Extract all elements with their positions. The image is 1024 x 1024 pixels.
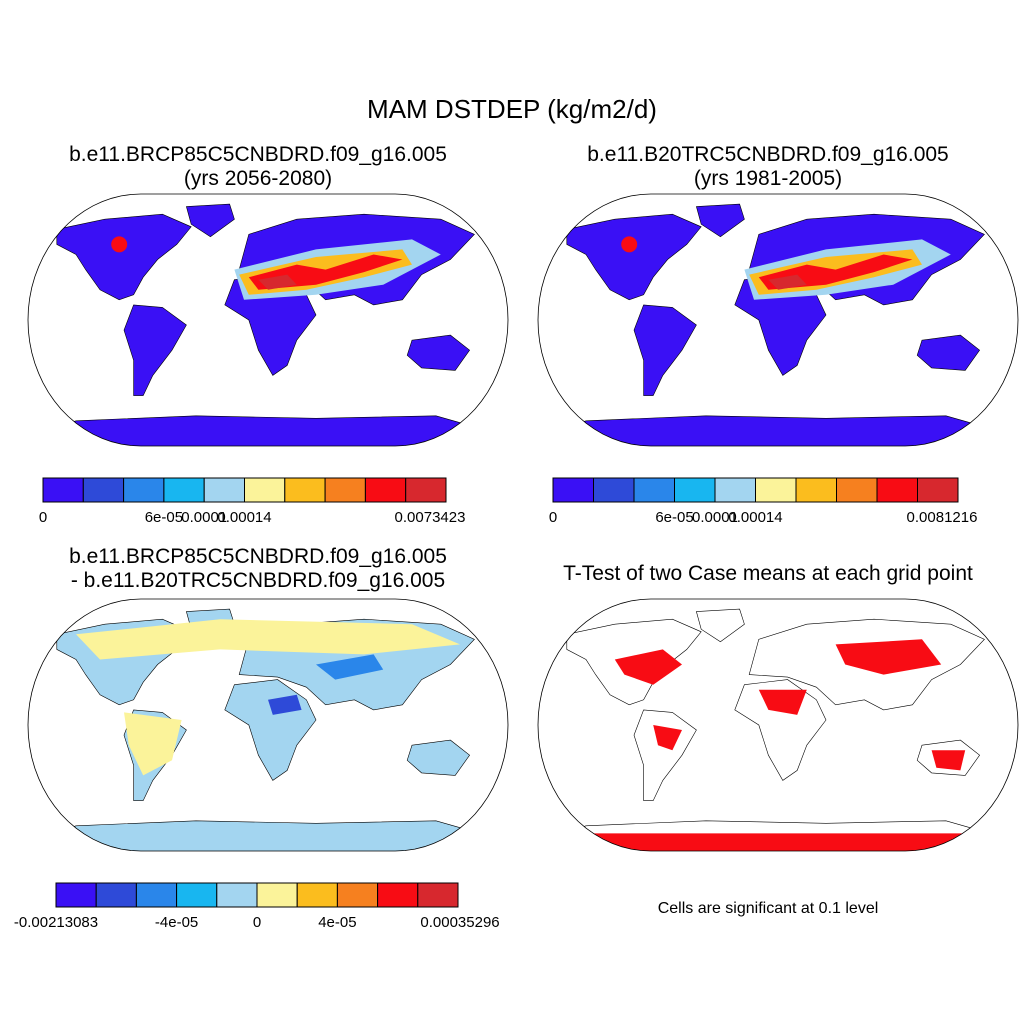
p2-colorbar-label: 0.00014 xyxy=(728,509,782,526)
panel4-title: T-Test of two Case means at each grid po… xyxy=(563,562,973,585)
p2-colorbar-label: 0.0081216 xyxy=(907,509,978,526)
p4-sig-australia xyxy=(931,750,966,771)
maps-layer xyxy=(27,193,1019,852)
p3-land-africa xyxy=(224,679,317,781)
p4-map-frame xyxy=(537,598,1019,852)
p4-sig-south-america xyxy=(653,725,682,751)
p3-colorbar-label: 0.00035296 xyxy=(420,914,499,931)
p1-colorbar-box-1 xyxy=(82,477,125,503)
p3-colorbar-box-1 xyxy=(95,882,137,908)
p1-colorbar-box-3 xyxy=(163,477,205,503)
p1-colorbar-box-0 xyxy=(42,477,84,503)
p2-colorbar-label: 6e-05 xyxy=(655,509,693,526)
p3-diff-negative-core xyxy=(268,694,302,715)
p1-colorbar-label: 0.0001 xyxy=(181,509,227,526)
p1-colorbar-box-4 xyxy=(203,477,245,503)
panel3-title-line1: b.e11.BRCP85C5CNBDRD.f09_g16.005 xyxy=(69,545,447,568)
p2-colorbar-label: 0 xyxy=(549,509,557,526)
p4-land-greenland xyxy=(696,608,745,643)
p1-land-australia xyxy=(406,334,471,371)
p2-colorbar-box-9 xyxy=(917,477,959,503)
panel3-title-line2: - b.e11.B20TRC5CNBDRD.f09_g16.005 xyxy=(70,569,446,592)
p4-map xyxy=(537,598,1019,852)
panel3-title: b.e11.BRCP85C5CNBDRD.f09_g16.005 - b.e11… xyxy=(8,545,508,593)
p3-land-australia xyxy=(406,739,471,776)
p2-map xyxy=(537,193,1019,447)
p2-colorbar-box-4 xyxy=(714,477,756,503)
p4-land-africa xyxy=(734,679,827,781)
p1-land-southAmerica xyxy=(123,304,187,396)
p3-colorbar: -0.00213083 -4e-05 0 4e-05 0.00035296 xyxy=(14,882,500,931)
p3-colorbar-box-0 xyxy=(55,882,97,908)
p3-colorbar-box-6 xyxy=(296,882,338,908)
panel1-title-line2: (yrs 2056-2080) xyxy=(183,167,333,190)
p2-land-greenland xyxy=(696,203,745,238)
p2-land-australia xyxy=(916,334,981,371)
panel2-title-line1: b.e11.B20TRC5CNBDRD.f09_g16.005 xyxy=(587,143,949,166)
p1-colorbar-box-8 xyxy=(364,477,407,503)
p2-colorbar-label: 0.0001 xyxy=(692,509,738,526)
p1-colorbar-box-9 xyxy=(405,477,447,503)
p3-colorbar-box-9 xyxy=(417,882,459,908)
p3-map-frame xyxy=(27,598,509,852)
panel2-title-line2: (yrs 1981-2005) xyxy=(693,167,843,190)
p4-land-southAmerica xyxy=(633,709,697,801)
p1-land-greenland xyxy=(186,203,235,238)
p4-sig-africa xyxy=(758,689,807,715)
p3-diff-positive-region xyxy=(124,712,182,776)
p3-colorbar-box-4 xyxy=(216,882,258,908)
p1-great-basin-dust xyxy=(111,236,128,253)
p3-colorbar-box-7 xyxy=(336,882,379,908)
p3-colorbar-box-5 xyxy=(256,882,298,908)
p2-colorbar-box-0 xyxy=(552,477,594,503)
p1-colorbar-box-5 xyxy=(244,477,286,503)
p3-diff-negative-asia xyxy=(316,654,384,680)
p4-sig-north-america xyxy=(614,649,682,685)
p3-colorbar-label: 0 xyxy=(253,914,261,931)
p1-colorbar-box-7 xyxy=(324,477,366,503)
p2-colorbar-box-5 xyxy=(755,477,797,503)
figure-title: MAM DSTDEP (kg/m2/d) xyxy=(367,94,657,124)
p3-colorbar-box-8 xyxy=(377,882,419,908)
p1-colorbar-box-6 xyxy=(284,477,326,503)
p1-colorbar-label: 0 xyxy=(39,509,47,526)
p1-colorbar-label: 0.00014 xyxy=(217,509,271,526)
p1-map-frame xyxy=(27,193,509,447)
p1-colorbar-label: 6e-05 xyxy=(145,509,183,526)
p2-colorbar-box-2 xyxy=(633,477,675,503)
p3-colorbar-box-2 xyxy=(135,882,178,908)
p2-land-southAmerica xyxy=(633,304,697,396)
p2-land-northAmerica xyxy=(566,213,702,301)
p2-dust-sahara-max xyxy=(768,274,807,290)
p2-colorbar-box-7 xyxy=(836,477,878,503)
p3-colorbar-label: -0.00213083 xyxy=(14,914,98,931)
p1-colorbar-box-2 xyxy=(123,477,165,503)
p2-map-frame xyxy=(537,193,1019,447)
p1-land-northAmerica xyxy=(56,213,192,301)
p2-colorbar-box-6 xyxy=(795,477,837,503)
p2-great-basin-dust xyxy=(621,236,638,253)
panel2-title: b.e11.B20TRC5CNBDRD.f09_g16.005 (yrs 198… xyxy=(518,143,1018,191)
p4-sig-antarctica xyxy=(562,833,994,851)
p3-diff-north-band xyxy=(76,619,460,660)
p2-colorbar-box-3 xyxy=(674,477,716,503)
p3-map xyxy=(27,598,509,852)
p2-colorbar-box-8 xyxy=(876,477,918,503)
p2-colorbar-box-1 xyxy=(593,477,635,503)
p1-colorbar-label: 0.0073423 xyxy=(395,509,466,526)
p3-colorbar-label: -4e-05 xyxy=(155,914,198,931)
significance-note: Cells are significant at 0.1 level xyxy=(657,900,879,917)
p3-colorbar-label: 4e-05 xyxy=(318,914,356,931)
panel1-title: b.e11.BRCP85C5CNBDRD.f09_g16.005 (yrs 20… xyxy=(8,143,508,191)
p4-sig-asia xyxy=(835,639,942,675)
p1-map xyxy=(27,193,509,447)
p3-colorbar-box-3 xyxy=(176,882,218,908)
panel1-title-line1: b.e11.BRCP85C5CNBDRD.f09_g16.005 xyxy=(69,143,447,166)
p1-dust-sahara-max xyxy=(258,274,297,290)
